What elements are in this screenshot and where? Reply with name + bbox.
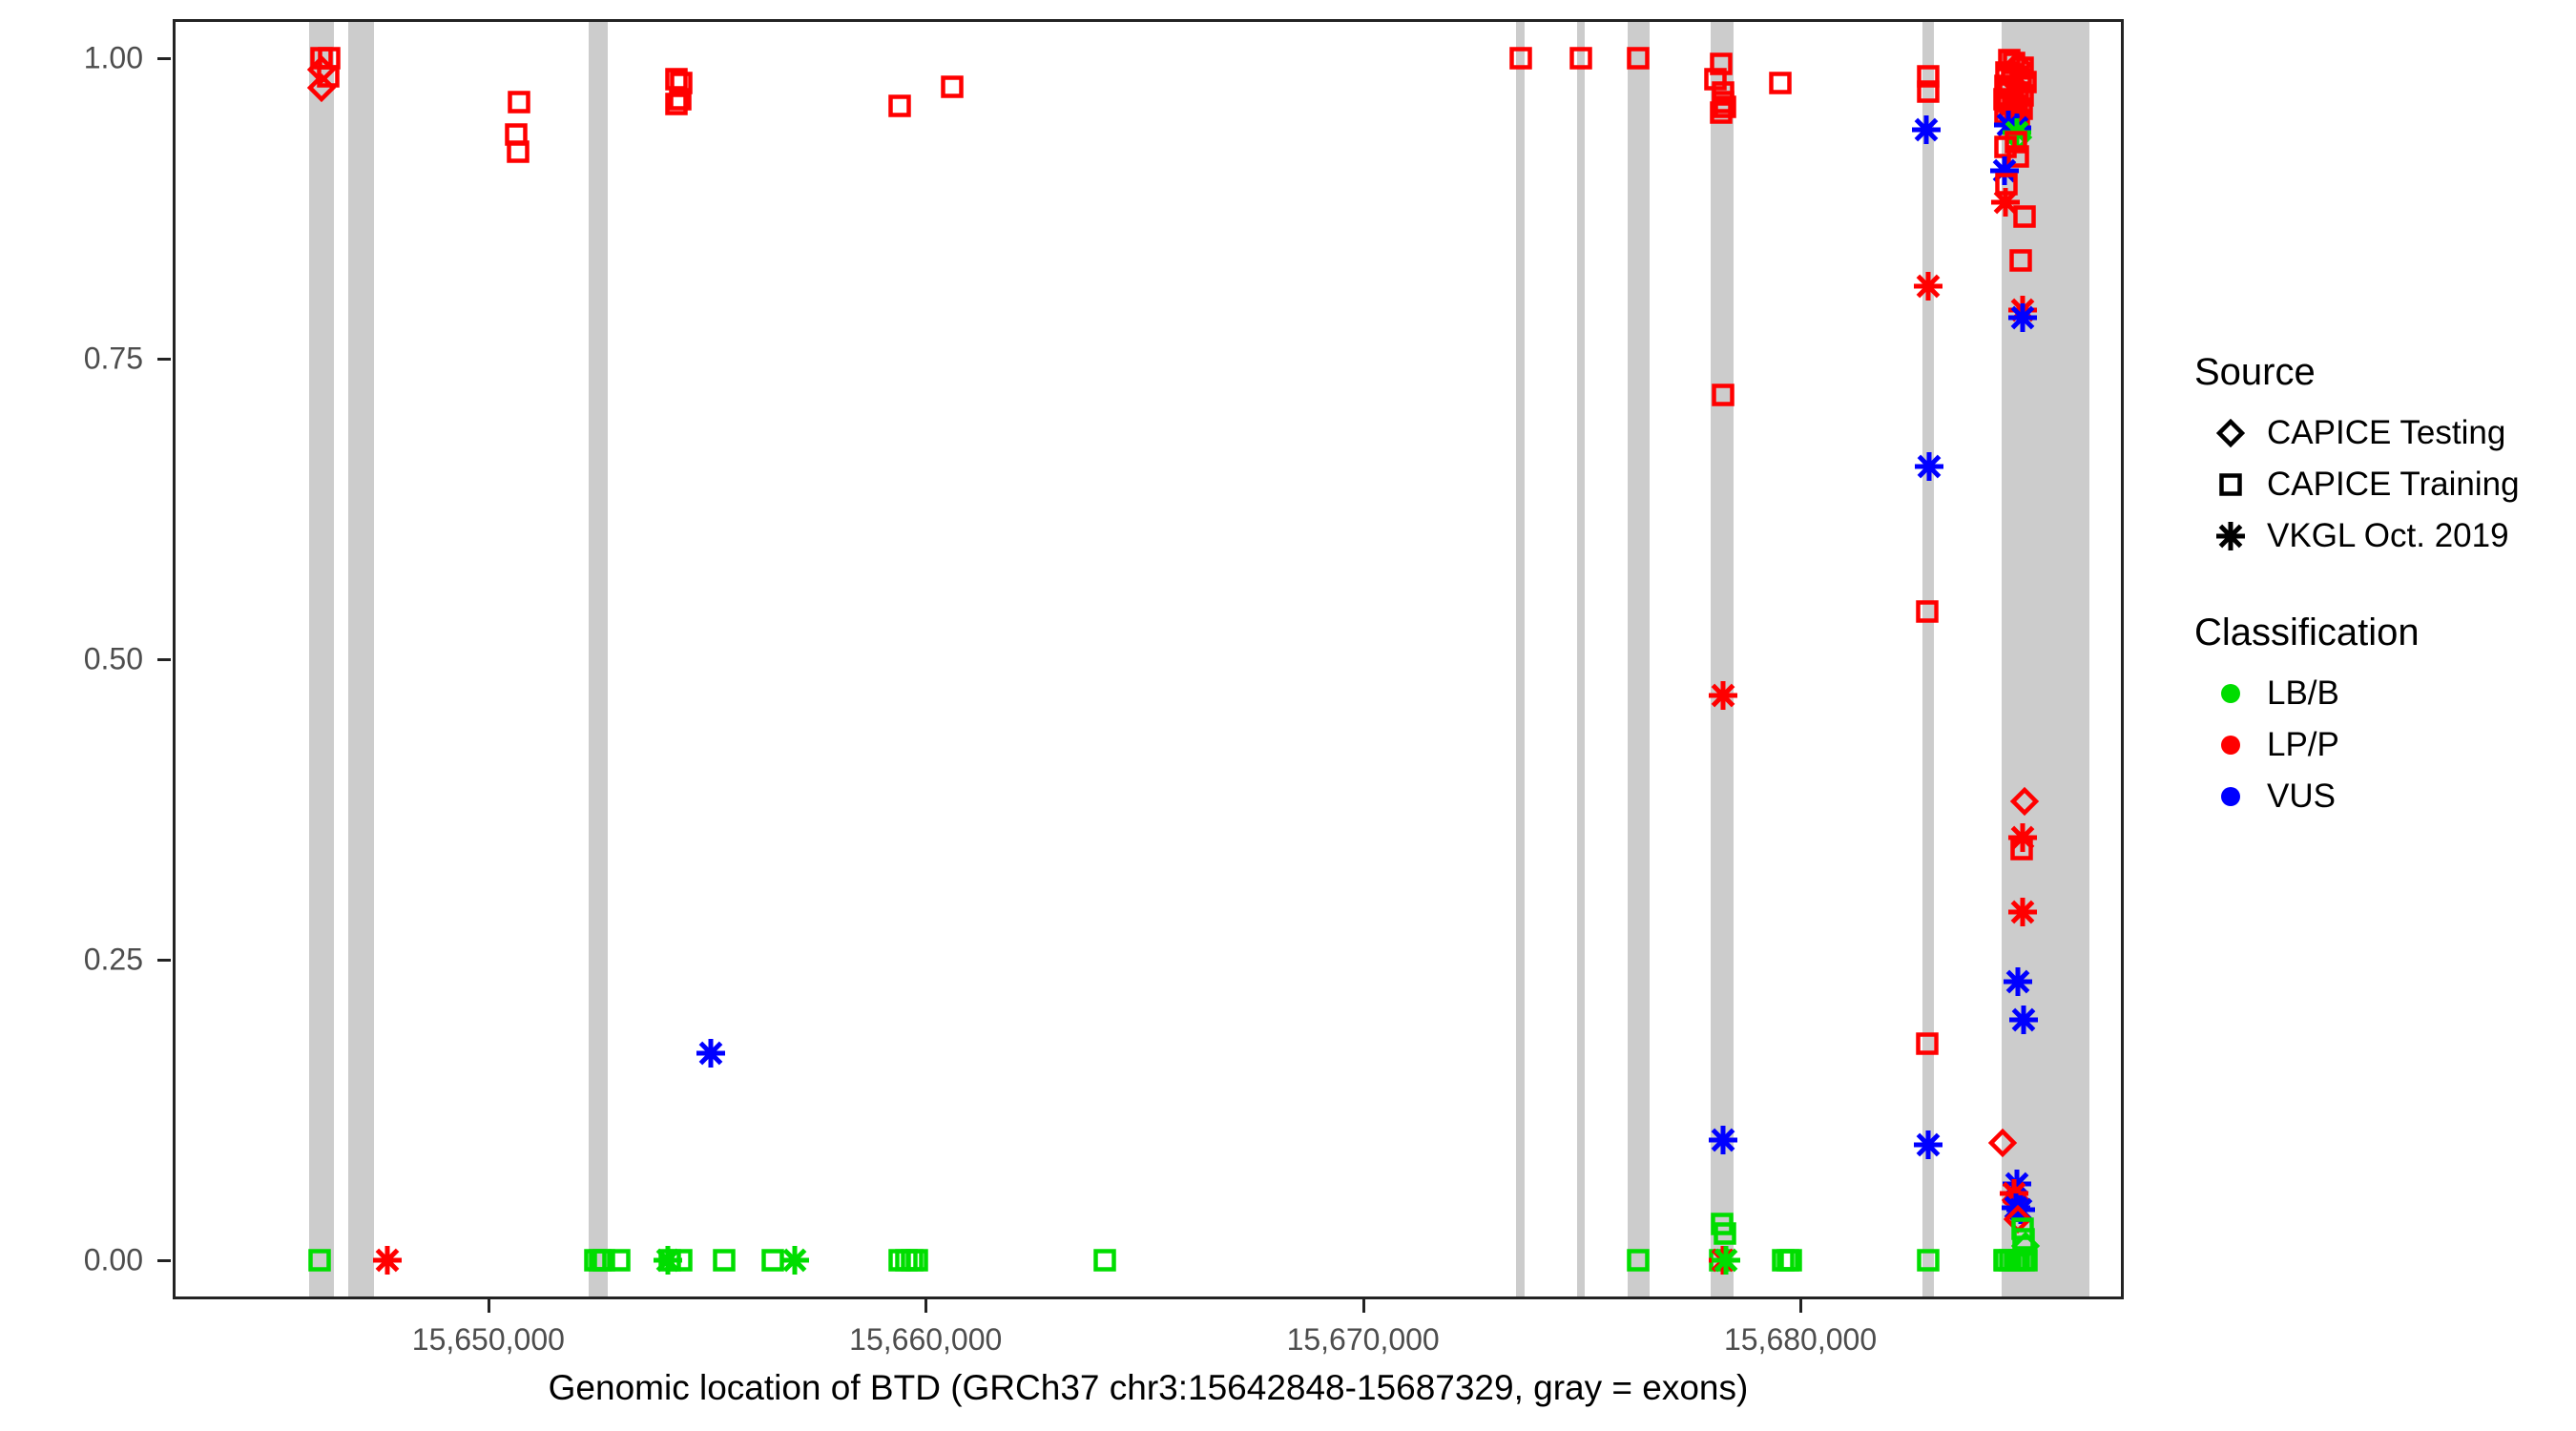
- x-tick-label: 15,670,000: [1286, 1322, 1440, 1357]
- data-point: [371, 1244, 404, 1276]
- legend-title-classification: Classification: [2194, 612, 2420, 653]
- data-point: [940, 74, 965, 99]
- y-tick-mark: [157, 959, 171, 963]
- x-tick-mark: [924, 1299, 928, 1313]
- data-point: [657, 1248, 682, 1273]
- legend-item-label: CAPICE Testing: [2267, 414, 2506, 451]
- legend: Source CAPICE Testing CAPICE Training VKGL…: [2194, 351, 2566, 822]
- x-tick-mark: [1799, 1299, 1803, 1313]
- x-tick-mark: [1361, 1299, 1365, 1313]
- legend-item-lp-p: LP/P: [2194, 719, 2566, 771]
- x-tick-mark: [487, 1299, 490, 1313]
- data-point: [664, 67, 689, 92]
- legend-item-label: CAPICE Training: [2267, 466, 2520, 503]
- data-point: [894, 1248, 919, 1273]
- plot-area: [176, 22, 2121, 1296]
- exon-band: [1628, 22, 1651, 1296]
- exon-band: [1577, 22, 1586, 1296]
- exon-band: [589, 22, 608, 1296]
- legend-item-capice-testing: CAPICE Testing: [2194, 407, 2566, 459]
- legend-key-icon: [2194, 784, 2267, 809]
- data-point: [504, 122, 529, 147]
- y-tick-label: 0.00: [83, 1242, 143, 1277]
- exon-band: [1711, 22, 1734, 1296]
- exon-band: [1922, 22, 1935, 1296]
- y-tick-label: 0.25: [83, 942, 143, 977]
- data-point: [1778, 1248, 1803, 1273]
- data-point: [669, 71, 694, 95]
- data-point: [506, 139, 530, 164]
- data-point: [1771, 1248, 1796, 1273]
- x-tick-label: 15,650,000: [411, 1322, 565, 1357]
- exon-band: [308, 22, 335, 1296]
- legend-item-lb-b: LB/B: [2194, 668, 2566, 719]
- exon-band: [348, 22, 374, 1296]
- data-point: [664, 92, 689, 116]
- legend-item-label: LB/B: [2267, 674, 2339, 712]
- data-point: [760, 1248, 785, 1273]
- legend-key-icon: [2194, 733, 2267, 757]
- legend-item-label: VKGL Oct. 2019: [2267, 517, 2509, 554]
- legend-key-icon: [2194, 419, 2267, 447]
- data-point: [695, 1037, 727, 1069]
- y-tick-mark: [157, 56, 171, 60]
- data-point: [904, 1248, 929, 1273]
- legend-title-source: Source: [2194, 351, 2316, 393]
- data-point: [652, 1244, 684, 1276]
- data-point: [607, 1248, 632, 1273]
- legend-item-label: LP/P: [2267, 726, 2339, 763]
- y-tick-label: 1.00: [83, 40, 143, 75]
- data-point: [712, 1248, 737, 1273]
- legend-item-vkgl-oct-2019: VKGL Oct. 2019: [2194, 510, 2566, 562]
- legend-group-source: CAPICE Testing CAPICE Training VKGL Oct. 2…: [2194, 407, 2566, 562]
- plot-panel: [173, 19, 2124, 1299]
- legend-item-capice-training: CAPICE Training: [2194, 459, 2566, 510]
- legend-key-icon: [2194, 520, 2267, 552]
- data-point: [887, 1248, 912, 1273]
- y-tick-label: 0.50: [83, 641, 143, 676]
- legend-spacer: [2194, 562, 2566, 612]
- y-tick-mark: [157, 357, 171, 361]
- data-point: [887, 93, 912, 118]
- exon-band: [1516, 22, 1526, 1296]
- y-tick-mark: [157, 658, 171, 661]
- data-point: [668, 87, 693, 112]
- y-tick-mark: [157, 1259, 171, 1263]
- x-tick-label: 15,660,000: [849, 1322, 1003, 1357]
- legend-group-classification: LB/B LP/P VUS: [2194, 668, 2566, 822]
- data-point: [779, 1244, 811, 1276]
- legend-item-vus: VUS: [2194, 771, 2566, 822]
- x-tick-label: 15,680,000: [1723, 1322, 1878, 1357]
- data-point: [1092, 1248, 1117, 1273]
- data-point: [669, 1248, 694, 1273]
- data-point: [900, 1248, 924, 1273]
- exon-band: [2001, 22, 2089, 1296]
- data-point: [507, 90, 531, 114]
- data-point: [1768, 71, 1793, 95]
- data-point: [1776, 1248, 1800, 1273]
- legend-item-label: VUS: [2267, 778, 2336, 815]
- legend-key-icon: [2194, 472, 2267, 497]
- y-tick-label: 0.75: [83, 341, 143, 376]
- x-axis-label: Genomic location of BTD (GRCh37 chr3:156…: [548, 1368, 1749, 1407]
- legend-key-icon: [2194, 681, 2267, 706]
